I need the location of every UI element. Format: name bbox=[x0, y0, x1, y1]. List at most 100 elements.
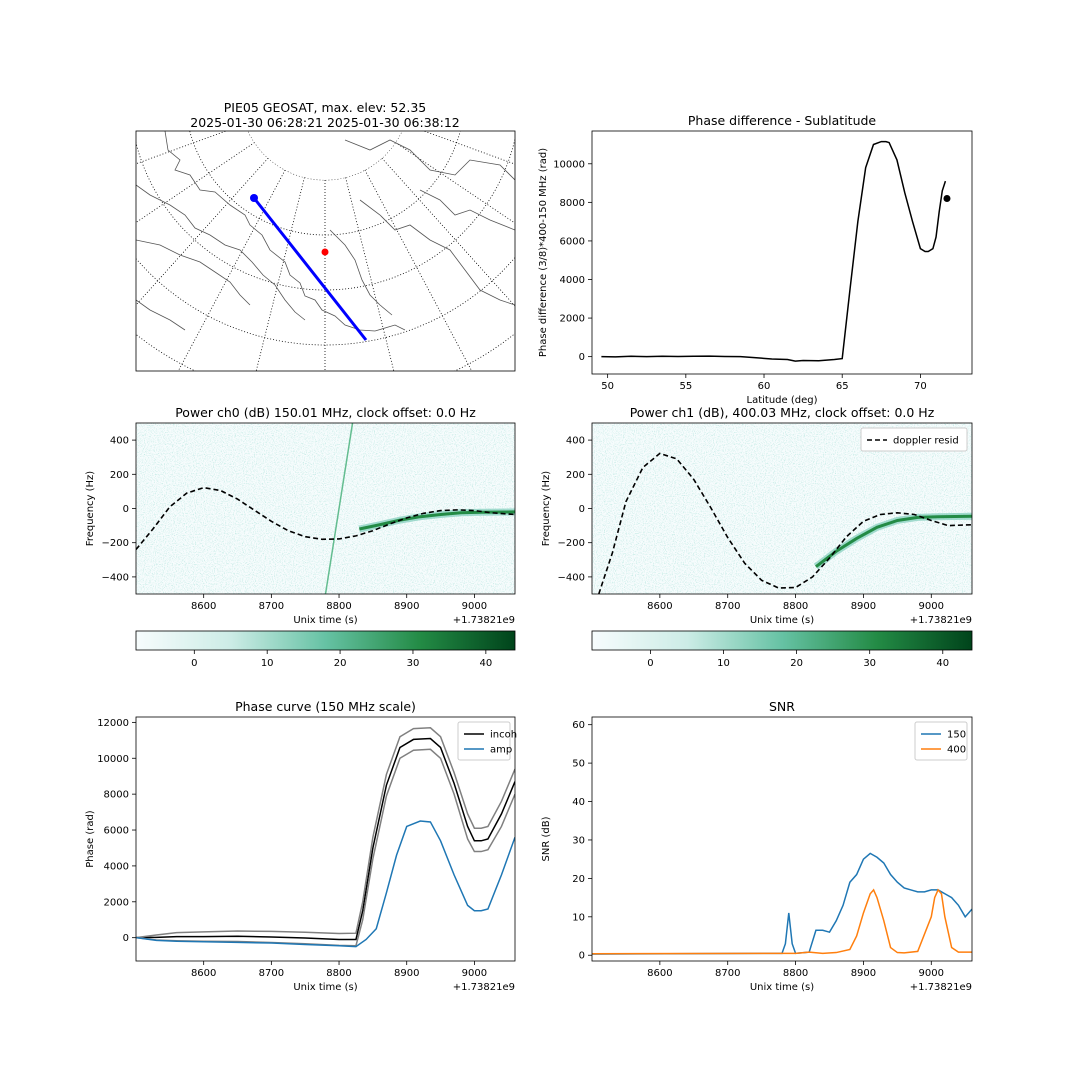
colorbar-ch0: 0 10 20 30 40 bbox=[135, 630, 516, 669]
x-tick-label: 8700 bbox=[259, 601, 284, 612]
colorbar-tick-label: 10 bbox=[261, 658, 274, 669]
y-tick-label: −400 bbox=[558, 572, 585, 583]
plot-area bbox=[592, 852, 972, 955]
y-tick-label: 6000 bbox=[560, 236, 585, 247]
x-axis-label: Latitude (deg) bbox=[747, 395, 818, 406]
y-tick-label: 10000 bbox=[97, 754, 129, 765]
x-offset-label: +1.73821e9 bbox=[453, 615, 515, 626]
x-tick-label: 8600 bbox=[191, 601, 216, 612]
legend-label: incoh bbox=[490, 730, 517, 741]
y-tick-label: 4000 bbox=[104, 861, 129, 872]
legend-label: 150 bbox=[947, 730, 966, 741]
colorbar-tick-label: 30 bbox=[863, 658, 876, 669]
colorbar-tick-label: 10 bbox=[717, 658, 730, 669]
colorbar-tick-label: 40 bbox=[479, 658, 492, 669]
x-tick-label: 55 bbox=[679, 381, 692, 392]
y-tick-label: 0 bbox=[579, 951, 585, 962]
x-tick-label: 8700 bbox=[715, 601, 740, 612]
series-line-0 bbox=[136, 737, 515, 941]
chart-title: SNR bbox=[769, 699, 795, 714]
power-ch0-chart: 8600 8700 8800 8900 9000 −400 −200 0 200 400 Power… bbox=[85, 405, 516, 626]
legend-box bbox=[860, 427, 968, 452]
legend-box bbox=[914, 721, 968, 761]
y-tick-label: 60 bbox=[572, 720, 585, 731]
y-tick-label: 12000 bbox=[97, 718, 129, 729]
doppler-resid-line bbox=[136, 486, 515, 551]
signal-trace bbox=[359, 510, 515, 531]
x-tick-label: 8800 bbox=[783, 968, 808, 979]
x-axis-label: Unix time (s) bbox=[293, 982, 357, 993]
y-tick-label: 400 bbox=[110, 436, 129, 447]
x-tick-label: 9000 bbox=[919, 968, 944, 979]
satellite-ground-track bbox=[252, 197, 368, 341]
x-tick-label: 8700 bbox=[259, 968, 284, 979]
y-tick-label: 200 bbox=[566, 470, 585, 481]
axes-frame bbox=[591, 716, 973, 962]
x-tick-label: 65 bbox=[836, 381, 849, 392]
y-tick-label: 30 bbox=[572, 835, 585, 846]
y-axis-label: Phase (rad) bbox=[85, 810, 96, 868]
map-title-line1: PIE05 GEOSAT, max. elev: 52.35 bbox=[224, 100, 426, 115]
y-tick-label: −400 bbox=[102, 572, 129, 583]
interference-streak bbox=[324, 423, 354, 594]
chart-title: Power ch0 (dB) 150.01 MHz, clock offset:… bbox=[175, 405, 476, 420]
y-tick-label: 8000 bbox=[104, 790, 129, 801]
x-axis-label: Unix time (s) bbox=[293, 615, 357, 626]
y-tick-label: 10 bbox=[572, 912, 585, 923]
chart-title: Phase difference - Sublatitude bbox=[688, 113, 877, 128]
signal-trace bbox=[815, 514, 972, 568]
y-tick-label: 0 bbox=[123, 504, 129, 515]
y-tick-label: 6000 bbox=[104, 826, 129, 837]
phase-curve-chart: 8600 8700 8800 8900 9000 0 2000 4000 6000 8000 100… bbox=[85, 699, 517, 993]
x-tick-label: 8800 bbox=[783, 601, 808, 612]
colorbar-tick-label: 40 bbox=[936, 658, 949, 669]
x-tick-label: 8600 bbox=[191, 968, 216, 979]
x-axis-label: Unix time (s) bbox=[750, 982, 814, 993]
y-axis-label: SNR (dB) bbox=[541, 816, 552, 861]
x-offset-label: +1.73821e9 bbox=[453, 982, 515, 993]
legend-box bbox=[457, 721, 511, 761]
y-tick-label: 10000 bbox=[553, 159, 585, 170]
x-tick-label: 8600 bbox=[647, 968, 672, 979]
y-tick-label: 0 bbox=[579, 352, 585, 363]
phase-latitude-chart: 50 55 60 65 70 0 2000 4000 6000 8000 10000 Phase di… bbox=[538, 113, 973, 406]
series-line-1 bbox=[592, 888, 972, 955]
track-start-marker bbox=[250, 194, 258, 202]
x-tick-label: 60 bbox=[758, 381, 771, 392]
series-line-0 bbox=[601, 140, 947, 362]
x-tick-label: 8700 bbox=[715, 968, 740, 979]
axes-frame bbox=[591, 130, 973, 375]
x-tick-label: 50 bbox=[601, 381, 614, 392]
plot-area bbox=[136, 423, 515, 594]
power-ch1-chart: 8600 8700 8800 8900 9000 −400 −200 0 200 400 Power… bbox=[541, 405, 973, 626]
colorbar-ch1: 0 10 20 30 40 bbox=[591, 630, 973, 669]
station-marker bbox=[321, 248, 329, 256]
x-tick-label: 9000 bbox=[462, 601, 487, 612]
x-axis-label: Unix time (s) bbox=[750, 615, 814, 626]
y-tick-label: 4000 bbox=[560, 275, 585, 286]
y-axis-label: Frequency (Hz) bbox=[85, 471, 96, 547]
x-tick-label: 8800 bbox=[326, 601, 351, 612]
y-tick-label: 200 bbox=[110, 470, 129, 481]
x-tick-label: 8900 bbox=[394, 968, 419, 979]
map-panel: PIE05 GEOSAT, max. elev: 52.35 2025-01-3… bbox=[135, 100, 516, 372]
snr-chart: 8600 8700 8800 8900 9000 0 10 20 30 40 50 60 SNR Unix… bbox=[541, 699, 973, 993]
plot-area bbox=[601, 140, 951, 362]
x-tick-label: 8900 bbox=[394, 601, 419, 612]
y-tick-label: 0 bbox=[579, 504, 585, 515]
series-line-2 bbox=[136, 748, 515, 947]
x-tick-label: 70 bbox=[914, 381, 927, 392]
legend-label: amp bbox=[490, 745, 512, 756]
chart-title: Phase curve (150 MHz scale) bbox=[235, 699, 416, 714]
y-tick-label: 0 bbox=[123, 933, 129, 944]
series-line-1 bbox=[136, 726, 515, 939]
current-position-marker bbox=[943, 195, 951, 202]
colorbar-gradient bbox=[591, 630, 973, 651]
x-offset-label: +1.73821e9 bbox=[910, 982, 972, 993]
heatmap-noise bbox=[136, 423, 515, 594]
y-tick-label: 400 bbox=[566, 436, 585, 447]
y-tick-label: 2000 bbox=[104, 897, 129, 908]
x-tick-label: 8900 bbox=[851, 601, 876, 612]
colorbar-tick-label: 20 bbox=[334, 658, 347, 669]
x-tick-label: 8800 bbox=[326, 968, 351, 979]
